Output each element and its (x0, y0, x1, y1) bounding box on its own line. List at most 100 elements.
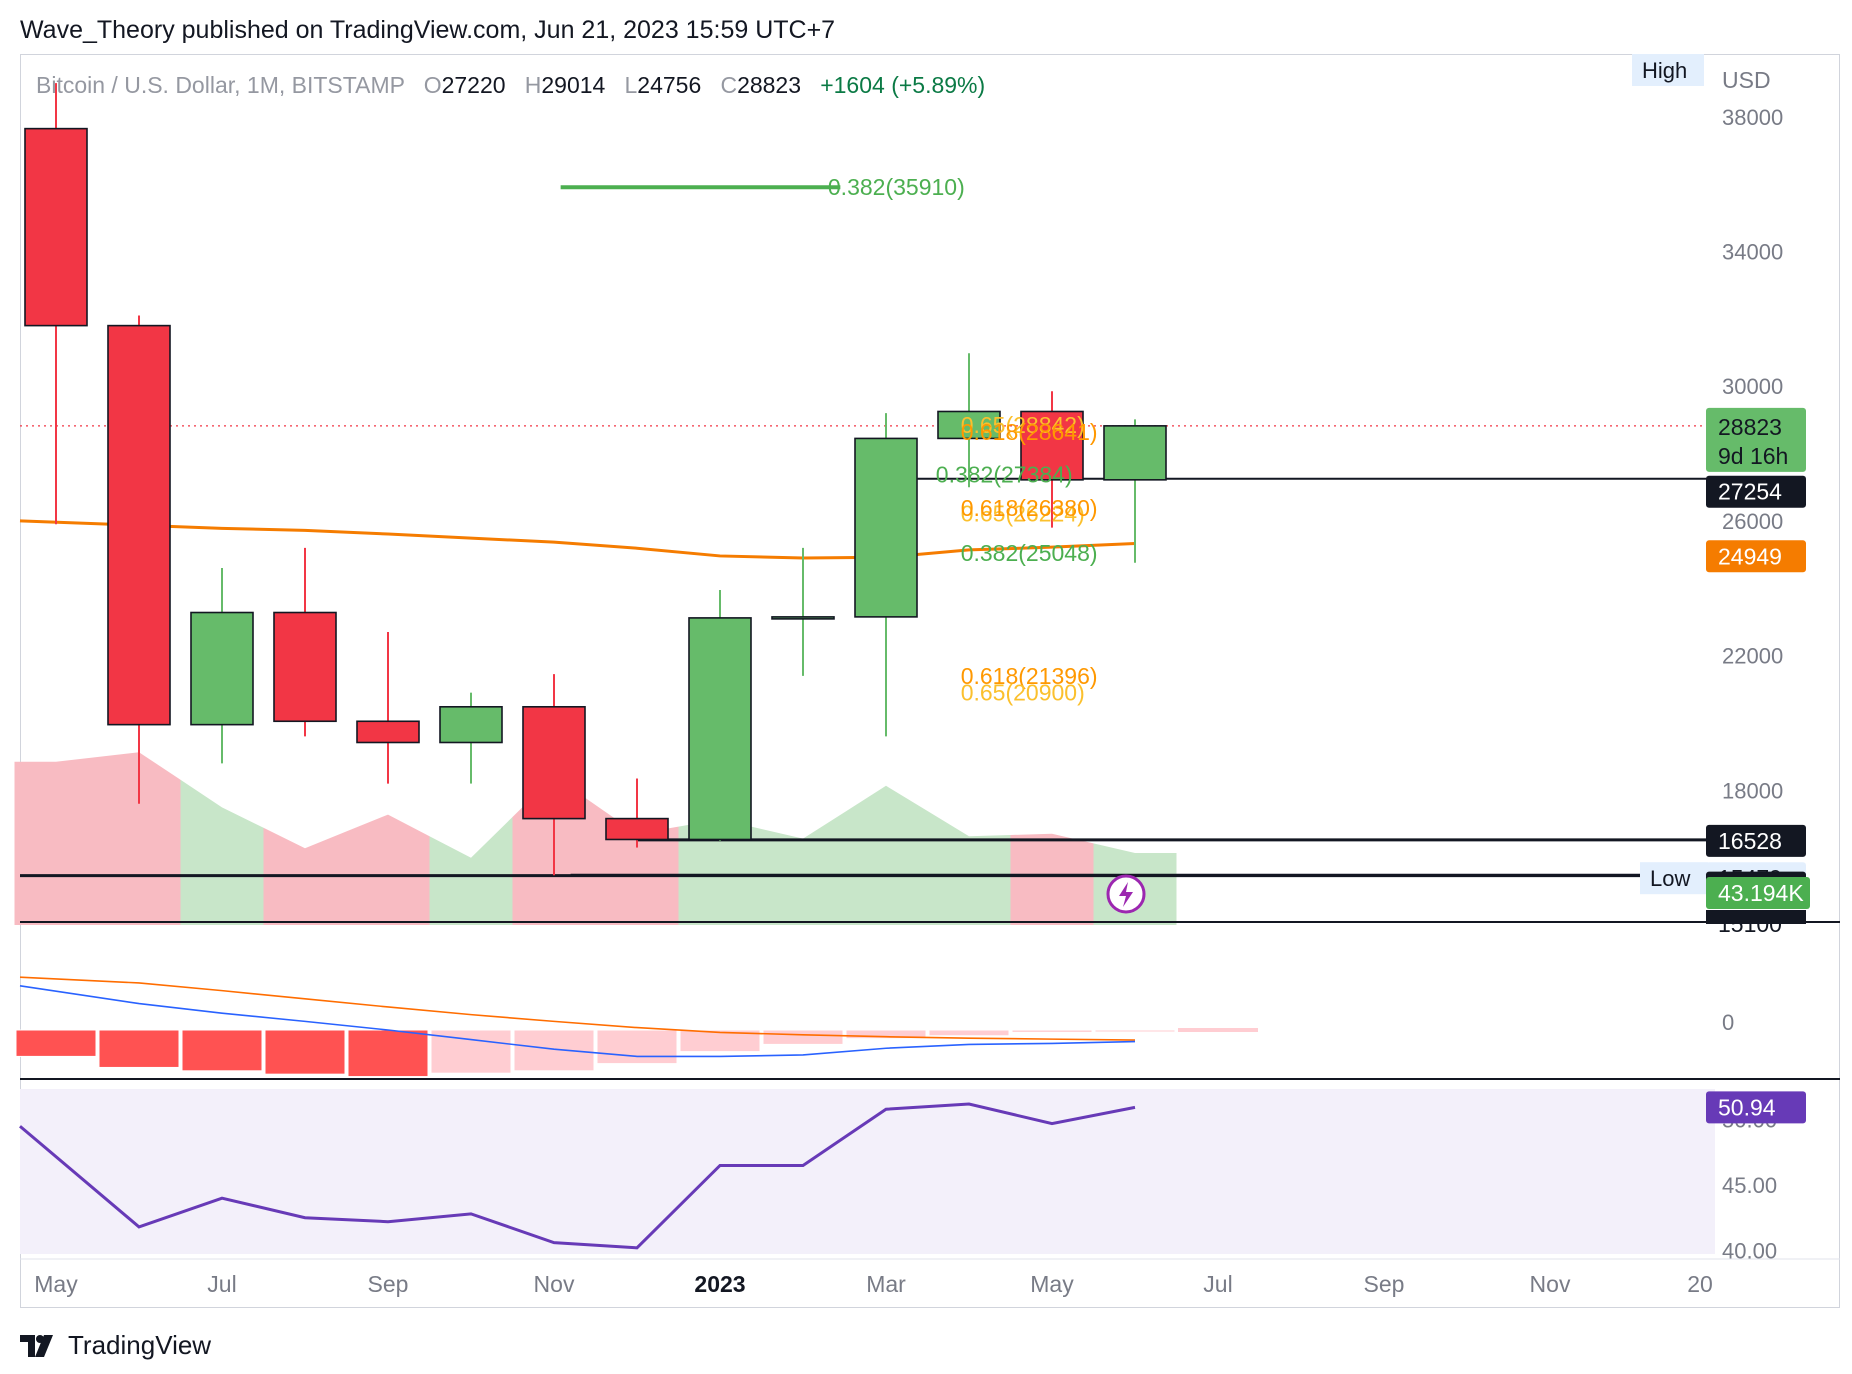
fib-label-27384: 0.382(27384) (936, 461, 1073, 487)
macd-bar-7 (596, 1029, 678, 1065)
rsi-tick-45.00: 45.00 (1722, 1173, 1777, 1198)
volume-tag: 43.194K (1718, 880, 1804, 906)
high-label-box (1632, 54, 1704, 86)
macd-bar-3 (264, 1029, 346, 1075)
fib-label-25048: 0.382(25048) (961, 540, 1098, 566)
line-tag-27254: 27254 (1718, 479, 1782, 505)
macd-signal-line (19, 976, 1136, 1041)
fib-label-28842: 0.65(28842) (961, 412, 1085, 438)
candle-body-2022-07 (190, 611, 254, 726)
macd-bar-9 (762, 1029, 844, 1045)
symbol-name: Bitcoin / U.S. Dollar, 1M, BITSTAMP (36, 72, 405, 98)
x-tick-4: 2023 (694, 1271, 745, 1297)
candle-body-2022-12 (605, 817, 669, 841)
fib-label-26380: 0.618(26380) (961, 495, 1098, 521)
rsi-line (19, 1102, 1136, 1250)
x-tick-7: Jul (1203, 1271, 1232, 1297)
fib-label-20900: 0.65(20900) (961, 680, 1085, 706)
candle-body-2022-10 (439, 705, 503, 744)
x-tick-3: Nov (534, 1271, 575, 1297)
x-tick-8: Sep (1364, 1271, 1405, 1297)
rsi-value-tag: 50.94 (1718, 1094, 1776, 1120)
fib-label-35910: 0.382(35910) (828, 174, 965, 200)
fib-label-21396: 0.618(21396) (961, 663, 1098, 689)
change-value: +1604 (+5.89%) (820, 72, 986, 98)
candle-body-2022-08 (273, 611, 337, 723)
ema-line (19, 519, 1136, 560)
volume-area-2022-06 (97, 752, 181, 925)
macd-line (19, 985, 1136, 1058)
volume-area-2023-01 (678, 819, 762, 925)
tradingview-logo[interactable]: TradingView (20, 1330, 211, 1361)
chart-frame (20, 54, 1840, 1308)
fib-label-26224: 0.65(26224) (961, 500, 1085, 526)
hidden-tag-box (1706, 910, 1806, 924)
price-tick-18000: 18000 (1722, 778, 1783, 803)
volume-area-2023-02 (761, 812, 845, 925)
macd-bar-10 (845, 1029, 927, 1040)
price-tick-30000: 30000 (1722, 374, 1783, 399)
line-tag-16528: 16528 (1718, 828, 1782, 854)
volume-area-2022-05 (14, 757, 98, 925)
rsi-value-tag-box (1706, 1091, 1806, 1124)
last-price-tag: 28823 (1718, 414, 1782, 440)
close-label: C (720, 72, 738, 98)
rsi-band (20, 1089, 1715, 1254)
volume-area-2022-10 (429, 817, 513, 925)
volume-area-2022-09 (346, 814, 430, 925)
countdown-label: 9d 16h (1718, 443, 1788, 469)
candle-body-2022-05 (24, 127, 88, 327)
x-tick-5: Mar (866, 1271, 906, 1297)
line-tag-16528-box (1706, 824, 1806, 857)
open-label: O (423, 72, 442, 98)
symbol-legend: Bitcoin / U.S. Dollar, 1M, BITSTAMP O272… (36, 72, 985, 99)
fib-label-28641: 0.618(28641) (961, 419, 1098, 445)
x-tick-0: May (34, 1271, 78, 1297)
macd-bar-11 (928, 1029, 1010, 1037)
ema-price-tag: 24949 (1718, 543, 1782, 569)
tradingview-logo-icon (20, 1334, 53, 1357)
low-label: Low (1650, 866, 1690, 891)
ema-price-tag-box (1706, 540, 1806, 573)
price-tick-34000: 34000 (1722, 240, 1783, 265)
macd-bar-4 (347, 1029, 429, 1078)
low-label-box (1640, 862, 1708, 895)
candle-body-2023-01 (688, 617, 752, 841)
high-value: 29014 (541, 72, 606, 98)
currency-label: USD (1722, 67, 1771, 93)
candle-body-2023-05 (1020, 410, 1084, 481)
macd-bar-2 (181, 1029, 263, 1072)
x-tick-2: Sep (368, 1271, 409, 1297)
last-price-tag-box (1706, 407, 1806, 472)
high-label: High (1642, 58, 1687, 83)
high-label: H (524, 72, 542, 98)
x-tick-1: Jul (207, 1271, 236, 1297)
candle-body-2023-06 (1103, 425, 1167, 481)
macd-bar-0 (15, 1029, 97, 1057)
candle-body-2022-09 (356, 720, 420, 744)
lightning-icon-bolt (1119, 882, 1133, 907)
x-tick-9: Nov (1530, 1271, 1571, 1297)
x-tick-10: 20 (1687, 1271, 1713, 1297)
close-value: 28823 (737, 72, 802, 98)
macd-tick-0: 0 (1722, 1010, 1734, 1035)
low-label: L (624, 72, 638, 98)
macd-bar-13 (1094, 1029, 1176, 1033)
volume-area-2023-05 (1010, 833, 1094, 925)
macd-bar-6 (513, 1029, 595, 1072)
rsi-tick-40.00: 40.00 (1722, 1238, 1777, 1263)
volume-area-2023-03 (844, 785, 928, 925)
line-tag-27254-box (1706, 475, 1806, 508)
macd-bar-8 (679, 1029, 761, 1053)
candle-body-2023-02 (771, 616, 835, 620)
publisher-line: Wave_Theory published on TradingView.com… (20, 16, 836, 44)
candle-body-2023-04 (937, 410, 1001, 440)
candle-body-2022-11 (522, 705, 586, 820)
volume-area-2023-04 (927, 811, 1011, 925)
low-value: 24756 (637, 72, 702, 98)
price-tick-26000: 26000 (1722, 509, 1783, 534)
volume-tag-box (1706, 877, 1810, 909)
x-tick-6: May (1030, 1271, 1074, 1297)
volume-area-2022-07 (180, 779, 264, 925)
